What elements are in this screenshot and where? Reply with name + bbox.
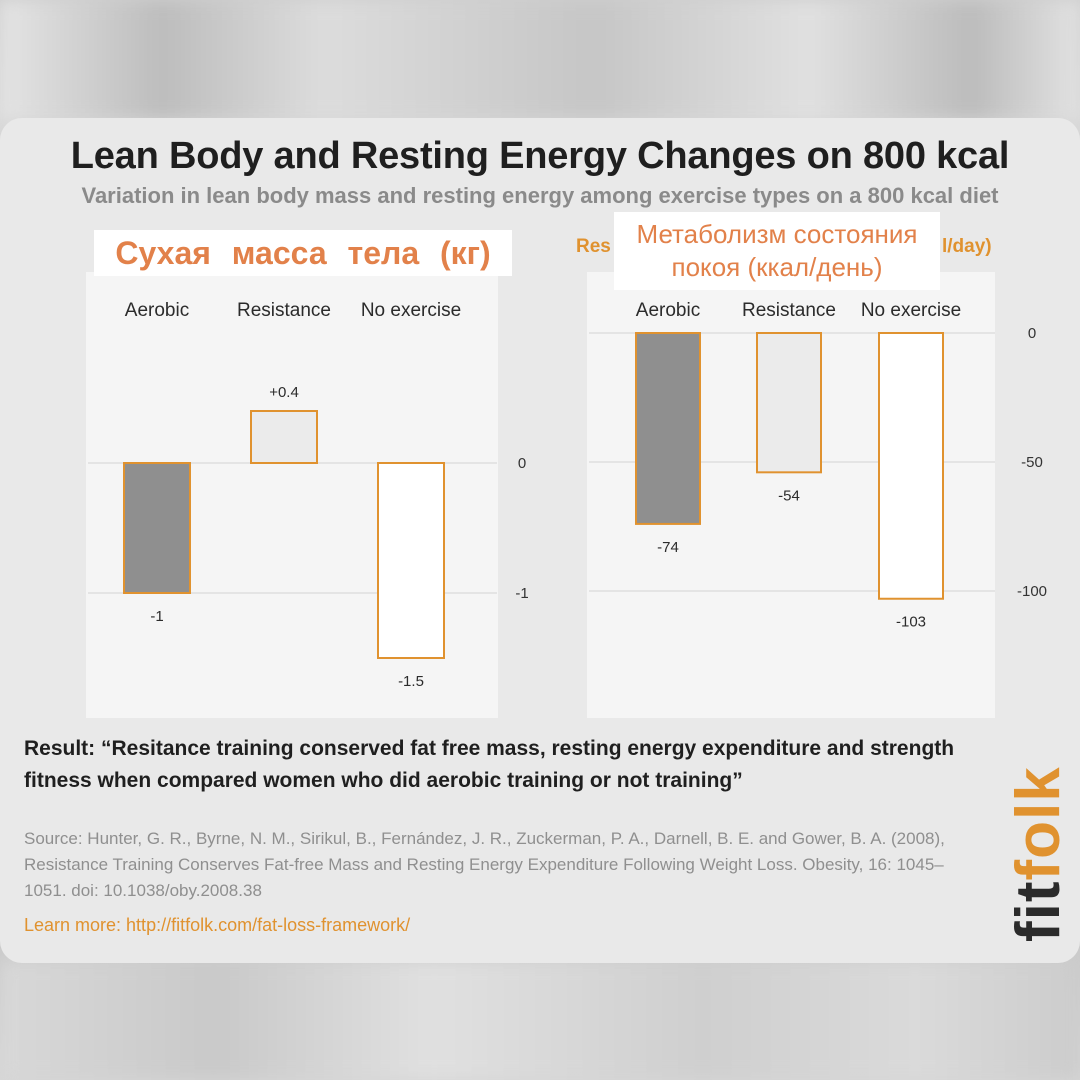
lean-tick-label: -1: [515, 585, 528, 602]
resting-energy-overlay-label: Метаболизм состояния покоя (ккал/день): [614, 212, 940, 290]
lean-category-label: No exercise: [361, 300, 461, 321]
chart-title: Lean Body and Resting Energy Changes on …: [70, 135, 1010, 177]
blurred-background-bottom: [0, 960, 1080, 1080]
covered-label-fragment-right: l/day): [942, 236, 992, 257]
energy-category-label: Aerobic: [636, 300, 700, 321]
result-text: Result: “Resitance training conserved fa…: [24, 737, 955, 792]
source-citation: Source: Hunter, G. R., Byrne, N. M., Sir…: [24, 829, 945, 900]
chart-subtitle: Variation in lean body mass and resting …: [81, 183, 999, 208]
resting-energy-label-line1: Метаболизм состояния: [636, 219, 918, 249]
lean-category-label: Aerobic: [125, 300, 189, 321]
energy-value-label: -74: [657, 539, 679, 556]
lean-bar: [250, 410, 318, 464]
resting-energy-label-line2: покоя (ккал/день): [671, 252, 883, 282]
lean-value-label: +0.4: [269, 384, 299, 401]
energy-tick-label: -100: [1017, 583, 1047, 600]
energy-bar: [878, 332, 944, 600]
energy-tick-label: 0: [1028, 325, 1036, 342]
lean-mass-overlay-label: Сухая масса тела (кг): [94, 230, 512, 276]
energy-tick-label: -50: [1021, 454, 1043, 471]
energy-bar: [756, 332, 822, 474]
covered-label-fragment-left: Res: [576, 236, 611, 257]
lean-value-label: -1: [150, 608, 163, 625]
lean-category-label: Resistance: [237, 300, 331, 321]
energy-category-label: No exercise: [861, 300, 961, 321]
logo-fit: fit: [1004, 880, 1073, 942]
lean-tick-label: 0: [518, 455, 526, 472]
blurred-background-top: [0, 0, 1080, 120]
lean-bar: [123, 462, 191, 594]
energy-bar: [635, 332, 701, 525]
learn-more-link[interactable]: Learn more: http://fitfolk.com/fat-loss-…: [24, 915, 411, 935]
energy-value-label: -54: [778, 487, 800, 504]
lean-bar: [377, 462, 445, 659]
logo-folk: folk: [1004, 766, 1073, 881]
fitfolk-logo: fitfolk: [1004, 766, 1073, 942]
energy-category-label: Resistance: [742, 300, 836, 321]
lean-value-label: -1.5: [398, 673, 424, 690]
energy-value-label: -103: [896, 614, 926, 631]
